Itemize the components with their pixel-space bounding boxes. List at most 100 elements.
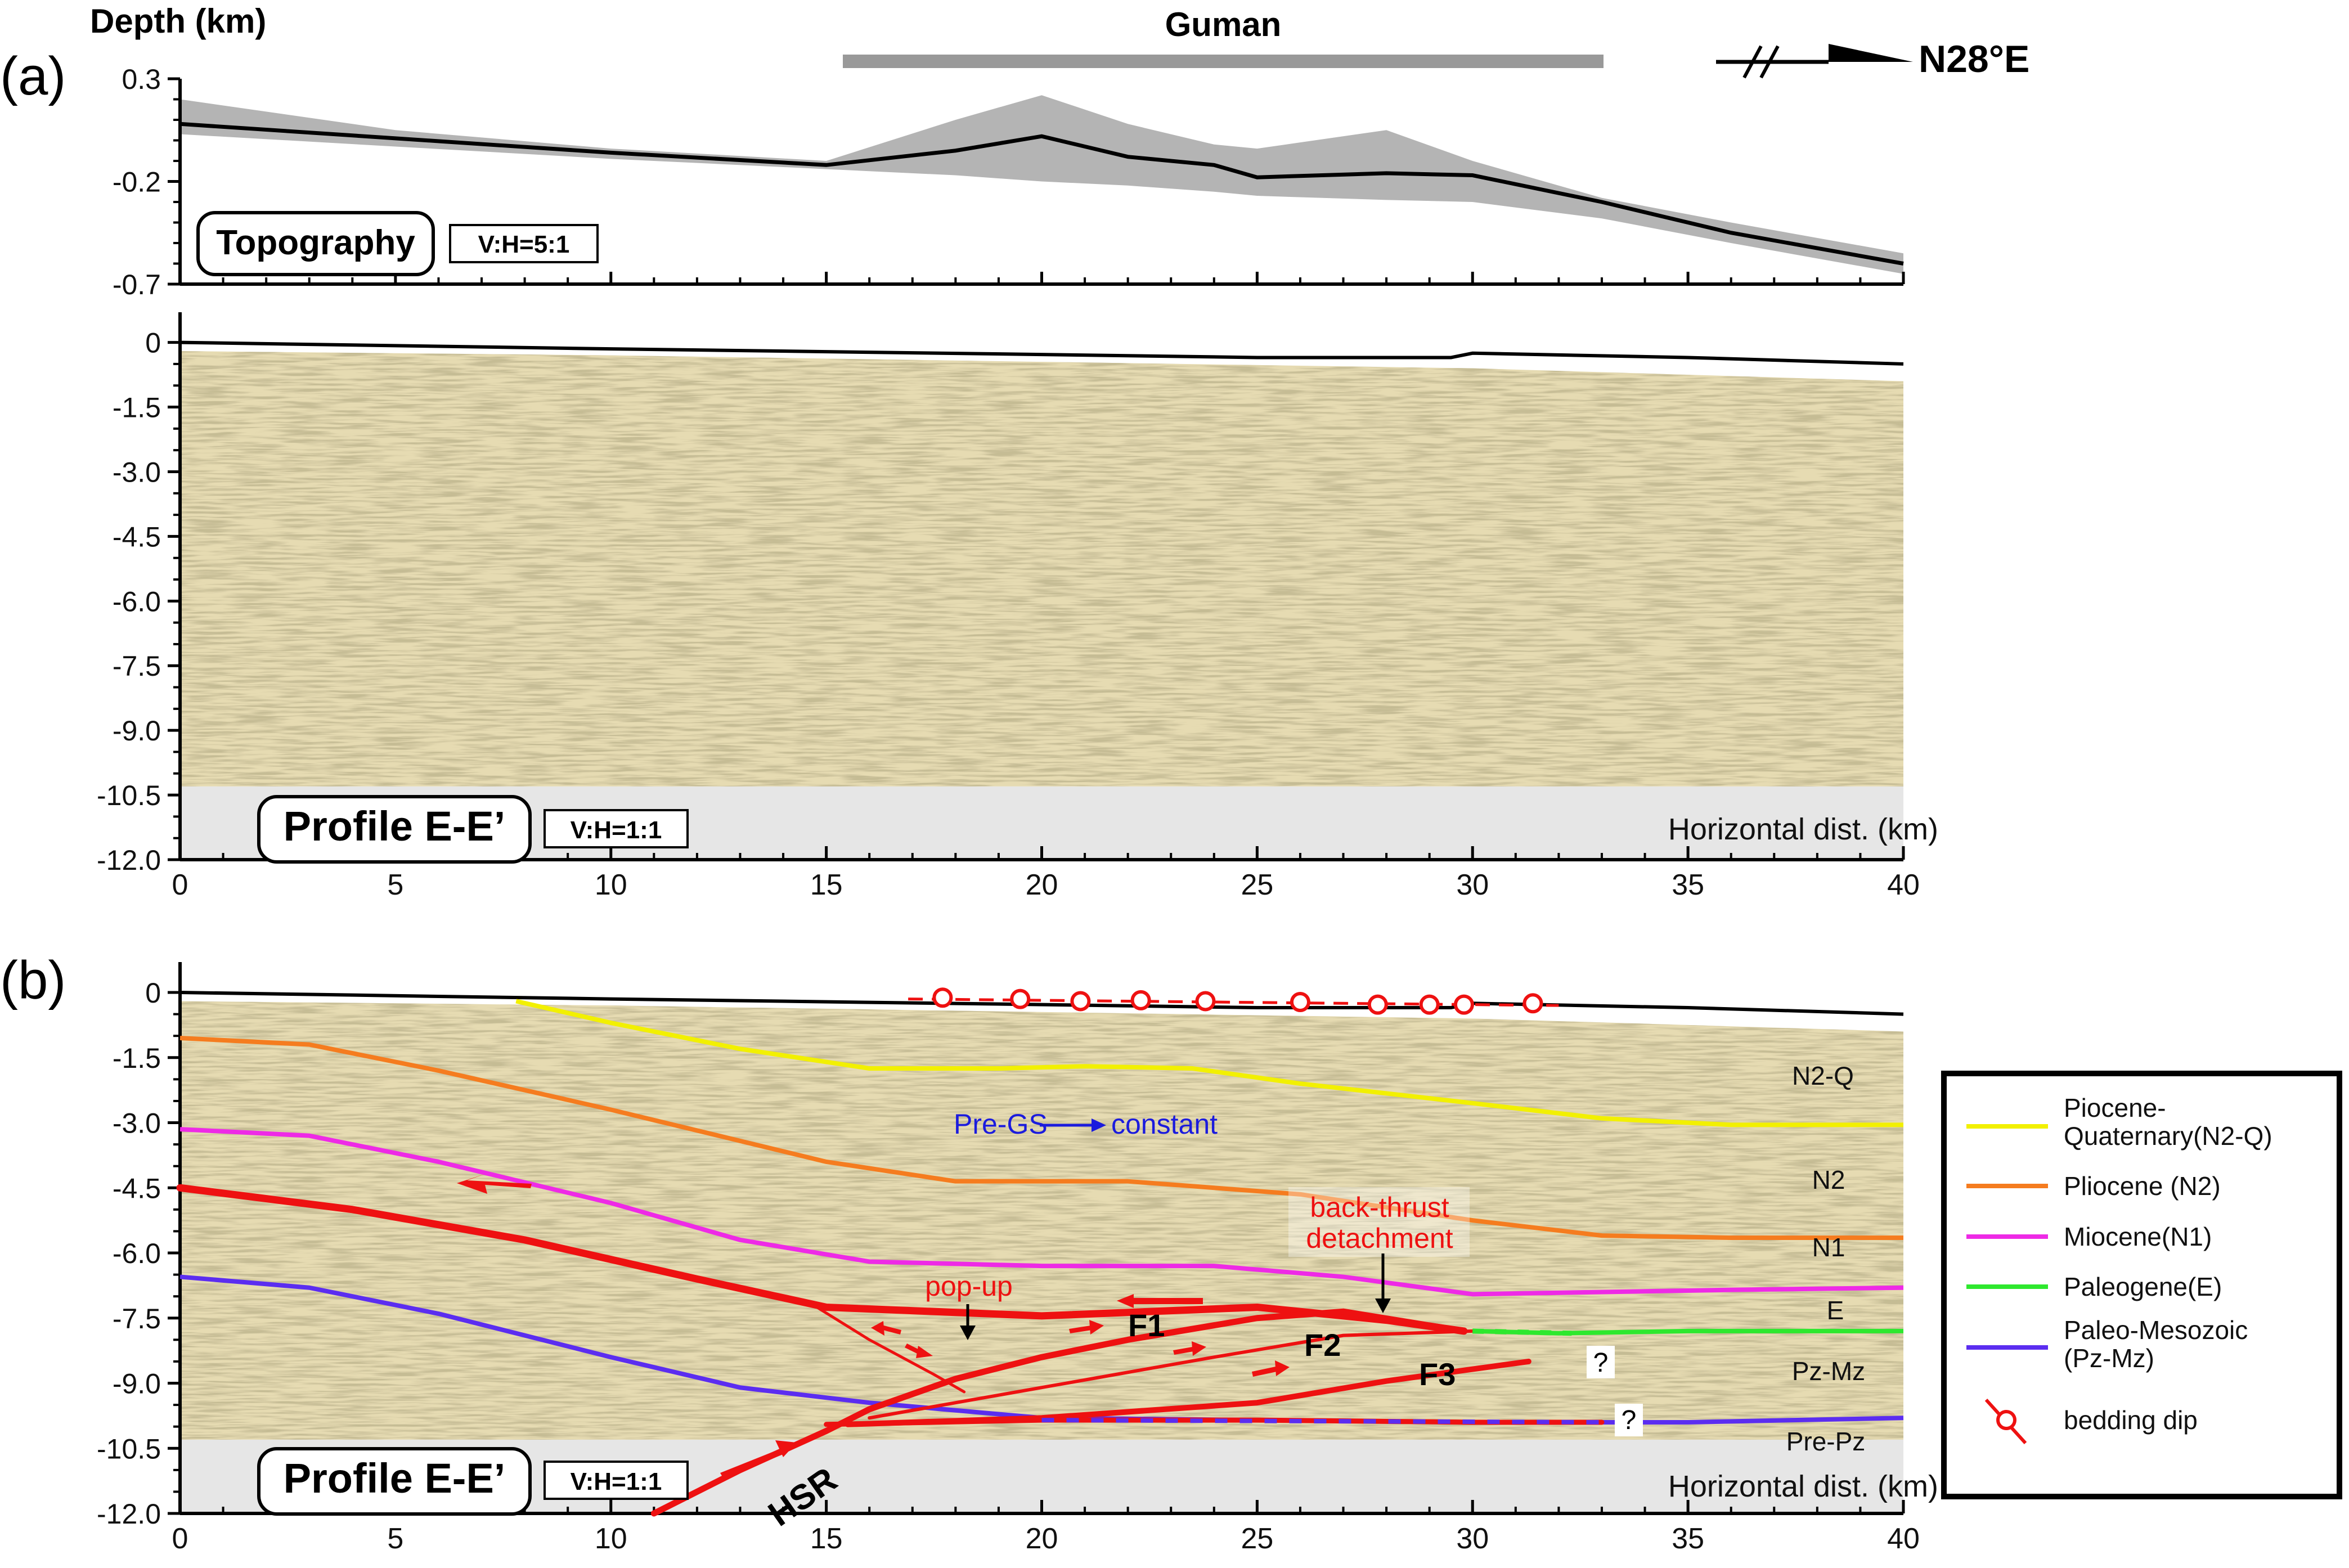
- bedding-dip-marker: [1419, 994, 1440, 1015]
- seismic-section-a: [179, 340, 1904, 860]
- unit-labels: N2-Q N2 N1 E Pz-Mz Pre-Pz: [1786, 1061, 1866, 1456]
- topography-y-axis: 0.3 -0.2 -0.7: [113, 64, 1905, 300]
- unit-label-n1: N1: [1812, 1233, 1845, 1262]
- constant-label: constant: [1111, 1108, 1218, 1140]
- bedding-dip-marker: [1290, 991, 1310, 1012]
- legend-label: bedding dip: [2064, 1405, 2198, 1435]
- f3-question-label: ?: [1593, 1348, 1609, 1378]
- x-tick-label: 35: [1672, 1522, 1704, 1555]
- legend-label: Miocene(N1): [2064, 1222, 2212, 1251]
- legend-label: Paleogene(E): [2064, 1272, 2222, 1301]
- x-tick-label: 20: [1026, 869, 1058, 901]
- legend: Piocene- Quaternary(N2-Q) Pliocene (N2) …: [1941, 1071, 2342, 1499]
- bedding-dip-marker: [1130, 990, 1151, 1010]
- bedding-dip-marker: [1010, 989, 1031, 1009]
- horizon-n2-q: [515, 999, 1903, 1127]
- profile-a-label: Profile E-E’: [284, 803, 506, 850]
- f3-label: F3: [1419, 1356, 1456, 1392]
- y-tick-label: -6.0: [113, 1238, 161, 1269]
- detachment-label: detachment: [1306, 1223, 1453, 1254]
- slip-arrow-icon: [916, 1346, 933, 1358]
- bedding-dip-marker: [1195, 991, 1216, 1012]
- legend-item: Piocene- Quaternary(N2-Q): [1966, 1093, 2272, 1151]
- slip-arrow-icon: [1134, 1298, 1203, 1304]
- x-axis-label-a: Horizontal dist. (km): [1668, 812, 1938, 846]
- legend-label: (Pz-Mz): [2064, 1344, 2154, 1373]
- y-tick-label: -3.0: [113, 1108, 161, 1139]
- y-tick-label: -7.5: [113, 1303, 161, 1335]
- bedding-dip-marker: [1367, 994, 1388, 1015]
- slip-arrow-icon: [881, 1325, 901, 1335]
- x-axis-label-b: Horizontal dist. (km): [1668, 1470, 1938, 1503]
- legend-label: Piocene-: [2064, 1093, 2166, 1122]
- topography-label: Topography: [216, 223, 415, 262]
- x-tick-label: 30: [1456, 1522, 1489, 1555]
- unit-label-e: E: [1827, 1296, 1844, 1325]
- legend-item: Miocene(N1): [1966, 1222, 2212, 1251]
- profile-a-ratio: V:H=1:1: [571, 816, 662, 844]
- fault-f2: [868, 1329, 1475, 1420]
- pop-up-arrowhead-icon: [960, 1326, 976, 1340]
- y-tick-label: -3.0: [113, 456, 161, 488]
- slip-arrow-icon: [1275, 1360, 1290, 1376]
- legend-item: Paleo-Mesozoic (Pz-Mz): [1966, 1315, 2248, 1373]
- bedding-dip-icon: [1984, 1398, 2027, 1445]
- y-tick-label: -4.5: [113, 521, 161, 552]
- profile-a-box: Profile E-E’ V:H=1:1: [257, 795, 689, 864]
- y-tick-label: -12.0: [97, 1498, 161, 1530]
- x-tick-label: 15: [810, 869, 843, 901]
- pre-gs-label: Pre-GS: [954, 1108, 1048, 1140]
- y-tick-label: -9.0: [113, 1368, 161, 1400]
- legend-item: Pliocene (N2): [1966, 1171, 2221, 1201]
- profile-b-box: Profile E-E’ V:H=1:1: [257, 1447, 689, 1516]
- topography-line: [179, 122, 1904, 266]
- x-tick-label: 0: [172, 1522, 188, 1555]
- ground-surface-line: [179, 340, 1904, 366]
- slip-arrow-icon: [1252, 1366, 1279, 1377]
- horizon-n1: [179, 1127, 1904, 1297]
- y-tick-label: -12.0: [97, 844, 161, 876]
- basal-dashed-segment: [1041, 1418, 1602, 1425]
- legend-label: Pliocene (N2): [2064, 1171, 2221, 1201]
- pre-gs-arrowhead-icon: [1092, 1118, 1106, 1132]
- profile-b-label: Profile E-E’: [284, 1455, 506, 1502]
- legend-label: Paleo-Mesozoic: [2064, 1315, 2248, 1345]
- x-tick-label: 0: [172, 869, 188, 901]
- x-tick-label: 5: [387, 869, 403, 901]
- north-arrow-label: N28°E: [1919, 38, 2029, 80]
- x-tick-label: 25: [1241, 1522, 1273, 1555]
- back-thrust-arrowhead-icon: [1375, 1299, 1391, 1313]
- topography-ratio: V:H=5:1: [478, 231, 570, 258]
- pop-up-label: pop-up: [925, 1270, 1013, 1302]
- fault-pop-up-back-thrust: [812, 1304, 966, 1394]
- y-tick-label: 0.3: [122, 64, 161, 95]
- x-tick-label: 10: [595, 1522, 627, 1555]
- y-tick-label: -0.7: [113, 269, 161, 300]
- unit-label-n2q: N2-Q: [1792, 1061, 1854, 1090]
- slip-arrows: [457, 1174, 1290, 1479]
- x-tick-label: 20: [1026, 1522, 1058, 1555]
- bedding-dip-marker: [1453, 994, 1474, 1015]
- slip-arrow-icon: [1089, 1320, 1104, 1335]
- x-tick-label: 10: [595, 869, 627, 901]
- paleogene-dashed-segment: [1472, 1328, 1572, 1336]
- x-tick-label: 35: [1672, 869, 1704, 901]
- f2-label: F2: [1304, 1327, 1341, 1363]
- slip-arrow-icon: [720, 1447, 787, 1479]
- topography-plot: [179, 95, 1904, 274]
- panel-b-label: (b): [0, 950, 66, 1010]
- slip-arrow-icon: [457, 1174, 532, 1194]
- north-arrow-icon: [1716, 44, 1913, 79]
- slip-arrow-icon: [871, 1321, 884, 1336]
- horizon-e: [1472, 1328, 1903, 1336]
- panel-b: (b) 0 -1.5 -3.0 -4.5 -6.0 -7.5 -9.0 -10.5 -12.0 0…: [0, 950, 1938, 1555]
- ground-surface-line: [179, 991, 1904, 1016]
- unit-label-n2: N2: [1812, 1165, 1845, 1194]
- x-tick-label: 40: [1887, 869, 1920, 901]
- y-tick-label: -1.5: [113, 392, 161, 424]
- legend-item: Paleogene(E): [1966, 1272, 2222, 1301]
- horizons: [179, 999, 1904, 1425]
- x-tick-label: 25: [1241, 869, 1273, 901]
- annotations: Pre-GS constant back-thrust detachment p…: [457, 1108, 1643, 1534]
- x-tick-label: 15: [810, 1522, 843, 1555]
